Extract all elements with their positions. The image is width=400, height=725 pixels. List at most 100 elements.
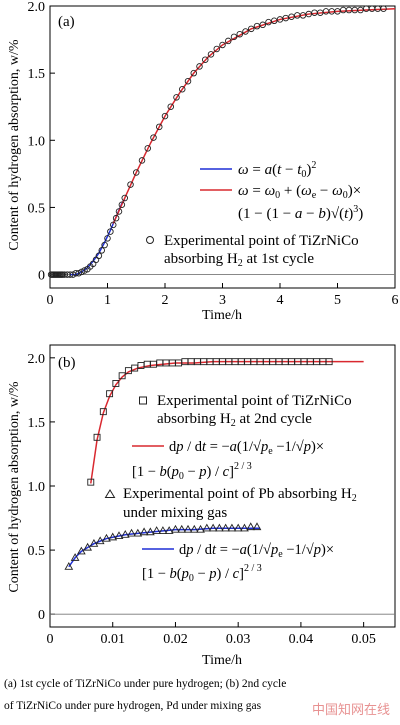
data-point-triangle — [171, 524, 180, 533]
legend-label-jmak-model-line2: (1 − (1 − a − b)√(t)3) — [238, 204, 363, 222]
data-point-square — [325, 358, 333, 366]
data-point-square — [112, 380, 120, 387]
data-point-triangle — [233, 523, 243, 532]
data-point-circle — [104, 235, 111, 242]
legend-label-red-model-line1: dp / dt = −a(1/√pe −1/√p)× — [169, 439, 324, 457]
data-point-triangle — [133, 528, 143, 537]
data-point-triangle — [70, 553, 80, 561]
x-tick-label: 1 — [104, 293, 111, 308]
x-tick-label: 0.02 — [163, 632, 188, 647]
y-tick-label: 0 — [38, 269, 45, 284]
data-point-square — [118, 372, 126, 380]
data-point-triangle — [208, 523, 218, 532]
data-point-triangle — [183, 524, 193, 533]
data-point-circle — [368, 5, 376, 12]
y-tick-label: 2.0 — [28, 0, 46, 15]
panel-a: Content of hydrogen absorption, w/% (a) … — [7, 0, 399, 323]
data-point-triangle — [158, 526, 168, 534]
data-point-triangle — [202, 523, 212, 532]
data-point-square — [99, 408, 107, 416]
x-tick-label: 2 — [162, 293, 169, 308]
data-point-square — [181, 358, 189, 366]
y-tick-label: 0 — [38, 608, 45, 623]
data-point-circle — [118, 201, 126, 208]
y-tick-label: 1.0 — [28, 134, 46, 149]
data-point-circle — [247, 25, 255, 33]
legend-label-blue-model-line1: dp / dt = −a(1/√pe −1/√p)× — [179, 542, 334, 560]
data-point-triangle — [83, 542, 93, 551]
data-point-triangle — [127, 528, 136, 537]
data-point-triangle — [64, 562, 74, 570]
panel-a-y-axis-label: Content of hydrogen absorption, w/% — [7, 39, 22, 250]
data-point-circle — [230, 33, 238, 41]
data-point-circle — [112, 214, 120, 222]
data-point-circle — [144, 145, 151, 152]
legend-label-blue-model-line2: [1 − b(p0 − p) / c]2 / 3 — [142, 563, 262, 584]
data-point-circle — [109, 221, 117, 229]
data-point-circle — [242, 28, 249, 35]
panel-a-ticks: 0 1 2 3 4 5 6 0 0.5 1.0 1.5 2.0 — [28, 0, 399, 308]
data-point-triangle — [214, 523, 224, 532]
data-point-triangle — [227, 523, 237, 532]
legend-label-1st-cycle-line1: Experimental point of TiZrNiCo — [164, 233, 359, 249]
data-point-circle — [322, 8, 330, 15]
data-point-circle — [184, 77, 192, 85]
data-point-triangle — [240, 523, 249, 532]
panel-b-y-axis-label: Content of hydrogen absorption, w/% — [7, 381, 22, 592]
data-point-circle — [101, 241, 108, 249]
y-tick-label: 0.5 — [28, 201, 46, 216]
data-point-circle — [340, 6, 347, 14]
data-point-circle — [213, 45, 220, 53]
data-point-square — [106, 390, 114, 398]
x-tick-label: 6 — [392, 293, 399, 308]
y-tick-label: 1.5 — [28, 416, 46, 431]
y-tick-label: 1.0 — [28, 480, 46, 495]
data-point-circle — [150, 134, 157, 141]
data-point-triangle — [139, 527, 149, 536]
data-point-square — [93, 433, 101, 441]
data-point-triangle — [114, 531, 124, 540]
data-point-circle — [259, 21, 267, 29]
data-point-circle — [155, 123, 163, 131]
data-point-circle — [173, 94, 180, 101]
legend-label-red-model-line2: [1 − b(p0 − p) / c]2 / 3 — [132, 461, 252, 482]
legend-label-pb-line2: under mixing gas — [123, 505, 227, 521]
data-point-triangle — [95, 536, 105, 545]
x-tick-label: 0 — [47, 632, 54, 647]
figure-caption-line-2: of TiZrNiCo under pure hydrogen, Pd unde… — [4, 700, 262, 712]
data-point-circle — [219, 41, 226, 49]
data-point-circle — [132, 169, 140, 176]
data-point-circle — [121, 194, 128, 202]
x-tick-label: 0.04 — [289, 632, 314, 647]
data-point-circle — [95, 252, 103, 260]
data-point-triangle — [102, 533, 111, 542]
legend-label-2nd-cycle-line1: Experimental point of TiZrNiCo — [157, 393, 352, 409]
data-point-triangle — [221, 523, 231, 532]
data-point-circle — [98, 247, 105, 254]
legend-label-pb-line1: Experimental point of Pb absorbing H2 — [123, 486, 357, 504]
x-tick-label: 0 — [47, 293, 54, 308]
legend-label-parabolic-model: ω = a(t − t0)2 — [238, 160, 316, 180]
panel-b-plot-area — [50, 358, 395, 615]
panel-a-x-axis-label: Time/h — [202, 308, 242, 323]
panel-a-plot-area — [47, 5, 396, 278]
data-point-circle — [115, 208, 123, 215]
panel-b: Content of hydrogen absorption, w/% (b) … — [7, 344, 396, 668]
legend-label-jmak-model-line1: ω = ω0 + (ωe − ω0)× — [238, 183, 361, 201]
data-point-triangle — [89, 538, 99, 547]
data-point-circle — [224, 37, 232, 45]
data-point-circle — [236, 30, 243, 38]
panel-a-legend: ω = a(t − t0)2 ω = ω0 + (ωe − ω0)× (1 − … — [146, 160, 363, 269]
data-point-triangle — [120, 529, 130, 538]
x-tick-label: 0.01 — [100, 632, 125, 647]
figure-caption-line-1: (a) 1st cycle of TiZrNiCo under pure hyd… — [4, 678, 287, 690]
legend-label-1st-cycle-line2: absorbing H2 at 1st cycle — [164, 251, 314, 269]
legend-swatch-triangle-marker — [104, 489, 116, 498]
data-point-triangle — [108, 532, 118, 541]
x-tick-label: 0.03 — [226, 632, 251, 647]
data-point-circle — [59, 271, 66, 278]
x-tick-label: 4 — [277, 293, 284, 308]
data-point-circle — [138, 157, 146, 164]
y-tick-label: 1.5 — [28, 67, 46, 82]
